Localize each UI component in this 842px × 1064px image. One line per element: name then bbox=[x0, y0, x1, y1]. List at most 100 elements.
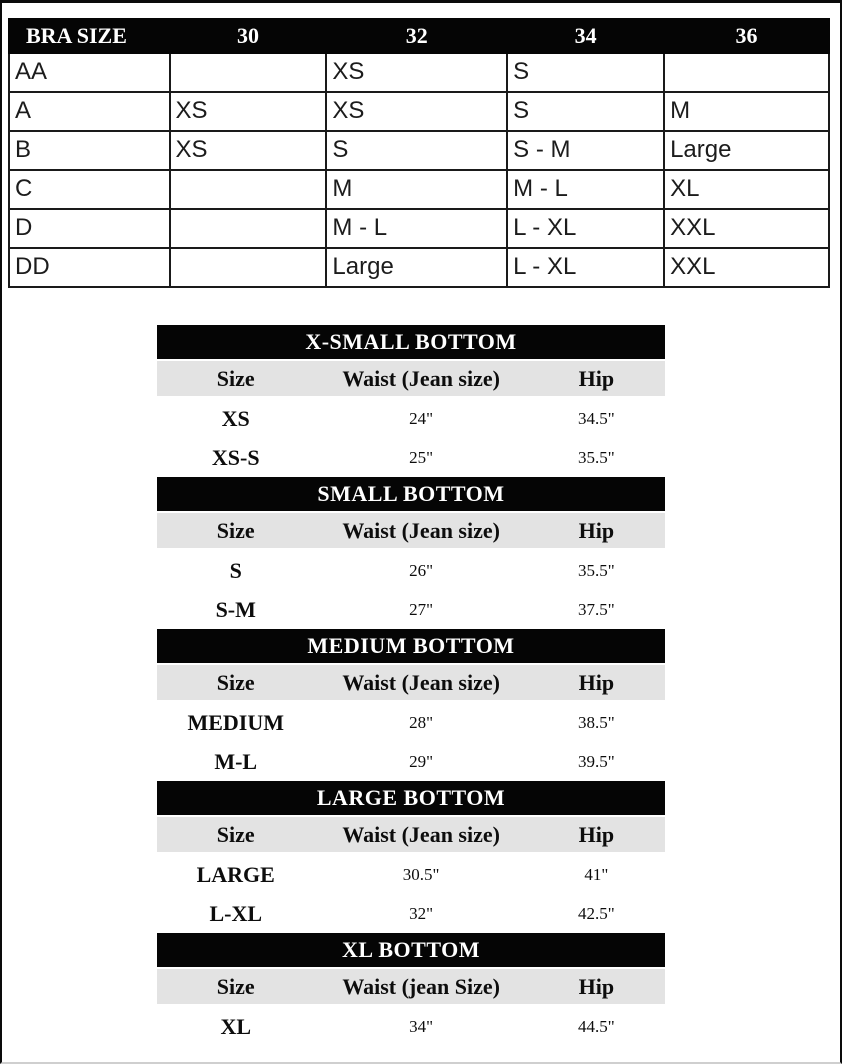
hip-cell: 35.5" bbox=[578, 560, 615, 580]
waist-cell-header: Waist (Jean size) bbox=[342, 821, 500, 847]
waist-cell: 34" bbox=[409, 1016, 434, 1036]
bottom-table-header-row: Size Waist (Jean size) Hip bbox=[157, 361, 665, 396]
size-cell-header: Size bbox=[216, 365, 255, 391]
top-size-cell: XS bbox=[168, 91, 328, 132]
bottom-size-table: SMALL BOTTOM Size Waist (Jean size) Hip S 26"… bbox=[157, 477, 665, 629]
hip-cell: 41" bbox=[584, 864, 609, 884]
size-cell: XS-S bbox=[211, 444, 260, 470]
cup-size-cell: DD bbox=[8, 247, 171, 288]
bottom-table-data-row: XS-S 25" 35.5" bbox=[157, 438, 665, 477]
size-cell-header: Size bbox=[216, 821, 255, 847]
cup-size-cell: C bbox=[8, 169, 171, 210]
waist-cell: 24" bbox=[409, 408, 434, 428]
top-size-cell: XXL bbox=[663, 208, 830, 249]
bottom-table-header-row: Size Waist (jean Size) Hip bbox=[157, 969, 665, 1004]
hip-cell: 37.5" bbox=[578, 599, 615, 619]
cup-size-cell: D bbox=[8, 208, 171, 249]
bottom-size-table: LARGE BOTTOM Size Waist (Jean size) Hip LARG… bbox=[157, 781, 665, 933]
bottom-table-data-row: L-XL 32" 42.5" bbox=[157, 894, 665, 933]
top-size-cell: L - XL bbox=[506, 247, 666, 288]
bottom-table-title: X-SMALL BOTTOM bbox=[157, 325, 665, 359]
top-size-cell bbox=[168, 52, 328, 93]
size-cell: MEDIUM bbox=[187, 709, 284, 735]
bra-table-header-row: BRA SIZE 30 32 34 36 bbox=[8, 18, 830, 54]
hip-cell: 34.5" bbox=[578, 408, 615, 428]
bottom-table-data-row: M-L 29" 39.5" bbox=[157, 742, 665, 781]
bottom-table-data-row: XS 24" 34.5" bbox=[157, 399, 665, 438]
bottom-table-title: SMALL BOTTOM bbox=[157, 477, 665, 511]
cup-size-cell: A bbox=[8, 91, 171, 132]
waist-cell: 25" bbox=[409, 447, 434, 467]
size-cell: L-XL bbox=[209, 900, 263, 926]
top-size-cell: S bbox=[506, 91, 666, 132]
cup-size-cell: B bbox=[8, 130, 171, 171]
top-size-cell: M - L bbox=[325, 208, 509, 249]
top-size-cell: S bbox=[325, 130, 509, 171]
top-size-cell bbox=[168, 169, 328, 210]
top-size-cell: XS bbox=[325, 91, 509, 132]
top-size-cell bbox=[168, 208, 328, 249]
band-size-header-cell: 30 bbox=[168, 18, 328, 54]
top-size-cell bbox=[168, 247, 328, 288]
bottom-table-title: XL BOTTOM bbox=[157, 933, 665, 967]
waist-cell-header: Waist (Jean size) bbox=[342, 669, 500, 695]
bottom-table-data-row: MEDIUM 28" 38.5" bbox=[157, 703, 665, 742]
size-cell-header: Size bbox=[216, 669, 255, 695]
cup-size-cell: AA bbox=[8, 52, 171, 93]
top-size-cell: XS bbox=[325, 52, 509, 93]
top-size-cell: XXL bbox=[663, 247, 830, 288]
hip-cell: 38.5" bbox=[578, 712, 615, 732]
waist-cell: 29" bbox=[409, 751, 434, 771]
band-size-header-cell: 32 bbox=[325, 18, 509, 54]
size-cell-header: Size bbox=[216, 517, 255, 543]
hip-cell-header: Hip bbox=[578, 365, 615, 391]
size-cell: LARGE bbox=[196, 861, 275, 887]
bottom-size-table: XL BOTTOM Size Waist (jean Size) Hip XL 34" 44… bbox=[157, 933, 665, 1046]
hip-cell: 39.5" bbox=[578, 751, 615, 771]
bra-size-table: BRA SIZE 30 32 34 36 AA XS S A XS XS S M B XS S S - M La… bbox=[8, 18, 830, 288]
hip-cell-header: Hip bbox=[578, 821, 615, 847]
bra-table-row: B XS S S - M Large bbox=[8, 130, 830, 171]
waist-cell: 27" bbox=[409, 599, 434, 619]
bottom-table-data-row: S 26" 35.5" bbox=[157, 551, 665, 590]
hip-cell: 35.5" bbox=[578, 447, 615, 467]
bottom-table-title: LARGE BOTTOM bbox=[157, 781, 665, 815]
top-size-cell: L - XL bbox=[506, 208, 666, 249]
hip-cell-header: Hip bbox=[578, 669, 615, 695]
bra-table-head: BRA SIZE 30 32 34 36 bbox=[8, 18, 830, 54]
hip-cell-header: Hip bbox=[578, 973, 615, 999]
size-cell: M-L bbox=[214, 748, 258, 774]
bra-table-row: DD Large L - XL XXL bbox=[8, 247, 830, 288]
bottom-table-data-row: S-M 27" 37.5" bbox=[157, 590, 665, 629]
top-size-cell: Large bbox=[325, 247, 509, 288]
bra-table-title-cell: BRA SIZE bbox=[8, 18, 171, 54]
size-cell-header: Size bbox=[216, 973, 255, 999]
top-size-cell: S bbox=[506, 52, 666, 93]
waist-cell-header: Waist (Jean size) bbox=[342, 365, 500, 391]
hip-cell: 44.5" bbox=[578, 1016, 615, 1036]
band-size-header-cell: 36 bbox=[663, 18, 830, 54]
size-cell: S-M bbox=[215, 596, 256, 622]
waist-cell: 26" bbox=[409, 560, 434, 580]
top-size-cell: Large bbox=[663, 130, 830, 171]
top-size-cell: M bbox=[663, 91, 830, 132]
waist-cell: 32" bbox=[409, 903, 434, 923]
top-size-cell: XS bbox=[168, 130, 328, 171]
top-size-cell: XL bbox=[663, 169, 830, 210]
top-size-cell: M - L bbox=[506, 169, 666, 210]
bottom-table-header-row: Size Waist (Jean size) Hip bbox=[157, 513, 665, 548]
size-cell: XS bbox=[221, 405, 250, 431]
bottom-size-table: X-SMALL BOTTOM Size Waist (Jean size) Hip XS… bbox=[157, 325, 665, 477]
hip-cell-header: Hip bbox=[578, 517, 615, 543]
band-size-header-cell: 34 bbox=[506, 18, 666, 54]
waist-cell-header: Waist (jean Size) bbox=[342, 973, 500, 999]
waist-cell: 28" bbox=[409, 712, 434, 732]
waist-cell: 30.5" bbox=[402, 864, 440, 884]
bra-table-row: A XS XS S M bbox=[8, 91, 830, 132]
bra-table-body: AA XS S A XS XS S M B XS S S - M Large C M M - L XL D M - … bbox=[8, 52, 830, 288]
bra-table-row: AA XS S bbox=[8, 52, 830, 93]
top-size-cell: M bbox=[325, 169, 509, 210]
